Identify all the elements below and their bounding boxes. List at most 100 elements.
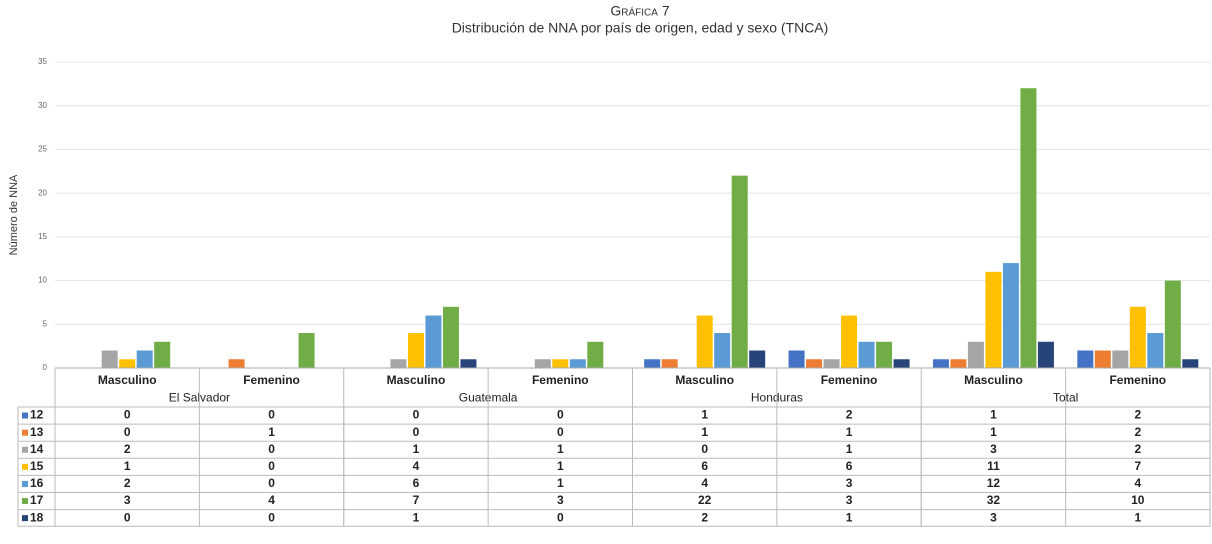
bar [731,175,748,368]
table-value: 2 [846,408,853,422]
table-value: 1 [557,442,564,456]
table-value: 1 [846,510,853,524]
table-value: 0 [557,510,564,524]
legend-label: 15 [30,459,44,473]
table-value: 12 [987,476,1001,490]
bar [228,359,245,368]
table-value: 1 [557,476,564,490]
table-value: 11 [987,459,1000,473]
table-value: 3 [846,493,853,507]
table-value: 6 [413,476,420,490]
bar [893,359,910,368]
legend-label: 13 [30,425,44,439]
y-tick-label: 5 [43,319,48,328]
table-value: 2 [1134,425,1141,439]
bar [1037,341,1054,368]
table-value: 0 [268,459,275,473]
bar [407,333,424,368]
table-value: 4 [268,493,275,507]
table-value: 3 [124,493,131,507]
table-value: 0 [557,425,564,439]
category-label: Masculino [675,373,734,387]
bar [569,359,586,368]
bar [534,359,551,368]
table-value: 1 [990,408,997,422]
table-value: 6 [701,459,708,473]
table-value: 6 [846,459,853,473]
y-tick-label: 25 [38,145,47,154]
table-value: 1 [124,459,131,473]
bar [967,341,984,368]
legend-swatch [22,480,28,487]
bar [1002,263,1019,368]
bar [1094,350,1111,368]
bar [749,350,766,368]
table-value: 7 [413,493,420,507]
legend-swatch [22,429,28,436]
table-value: 1 [990,425,997,439]
bar [136,350,153,368]
table-value: 2 [701,510,708,524]
bar [552,359,569,368]
y-tick-label: 10 [38,276,47,285]
table-value: 1 [701,408,708,422]
legend-swatch [22,498,28,505]
table-value: 1 [1134,510,1141,524]
category-label: Femenino [821,373,878,387]
bar [1182,359,1199,368]
table-value: 0 [268,476,275,490]
table-value: 0 [268,408,275,422]
bar [806,359,823,368]
bar [101,350,118,368]
table-value: 3 [557,493,564,507]
bar [390,359,407,368]
y-tick-label: 0 [43,363,48,372]
bar [1020,88,1037,368]
legend-label: 14 [30,442,44,456]
bar [696,315,713,368]
legend-swatch [22,412,28,419]
legend-swatch [22,463,28,470]
y-tick-label: 20 [38,188,47,197]
bar [1129,306,1146,368]
chart-subtitle: Distribución de NNA por país de origen, … [452,20,829,36]
table-value: 3 [990,442,997,456]
table-value: 2 [1134,442,1141,456]
table-value: 7 [1134,459,1141,473]
legend-label: 16 [30,476,44,490]
bar [932,359,949,368]
bar [119,359,136,368]
y-tick-label: 15 [38,232,47,241]
bar [985,271,1002,368]
table-value: 1 [846,442,853,456]
table-value: 1 [268,425,275,439]
y-tick-label: 30 [38,101,47,110]
table-value: 2 [1134,408,1141,422]
table-value: 1 [413,442,420,456]
bar [788,350,805,368]
table-value: 3 [990,510,997,524]
legend-swatch [22,446,28,453]
bar [1164,280,1181,368]
table-value: 0 [413,425,420,439]
category-label: Femenino [1109,373,1166,387]
category-label: Masculino [387,373,446,387]
table-value: 1 [413,510,420,524]
bar [823,359,840,368]
table-value: 0 [413,408,420,422]
bar [298,333,315,368]
y-tick-label: 35 [38,57,47,66]
legend-label: 18 [30,510,44,524]
bar [841,315,858,368]
table-value: 1 [846,425,853,439]
table-value: 0 [268,510,275,524]
table-value: 3 [846,476,853,490]
bar [1147,333,1164,368]
table-value: 4 [701,476,708,490]
bar [644,359,661,368]
bar [425,315,442,368]
legend-label: 17 [30,493,44,507]
category-label: Femenino [243,373,300,387]
bar [154,341,171,368]
